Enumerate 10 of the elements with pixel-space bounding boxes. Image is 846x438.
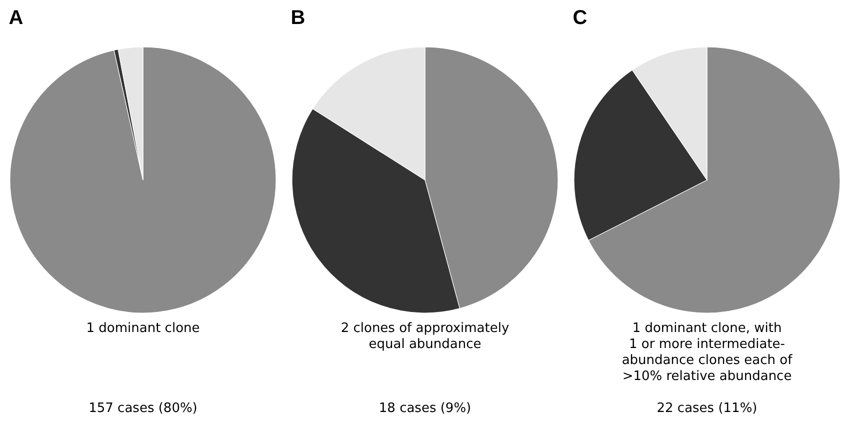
chart-title: C (572, 7, 588, 29)
text: 1 dominant clone, with 1 or more intermediate- abundance clones each of >10% relative abundance (622, 321, 793, 384)
chart-title: B (290, 7, 306, 29)
text: 18 cases (9%) (378, 401, 472, 416)
chart-title: A (8, 7, 24, 29)
pie-slice (10, 46, 276, 314)
text: 2 clones of approximately equal abundance (340, 321, 510, 352)
text: 157 cases (80%) (88, 401, 198, 416)
text: 1 dominant clone (86, 321, 200, 336)
text: 22 cases (11%) (656, 401, 758, 416)
